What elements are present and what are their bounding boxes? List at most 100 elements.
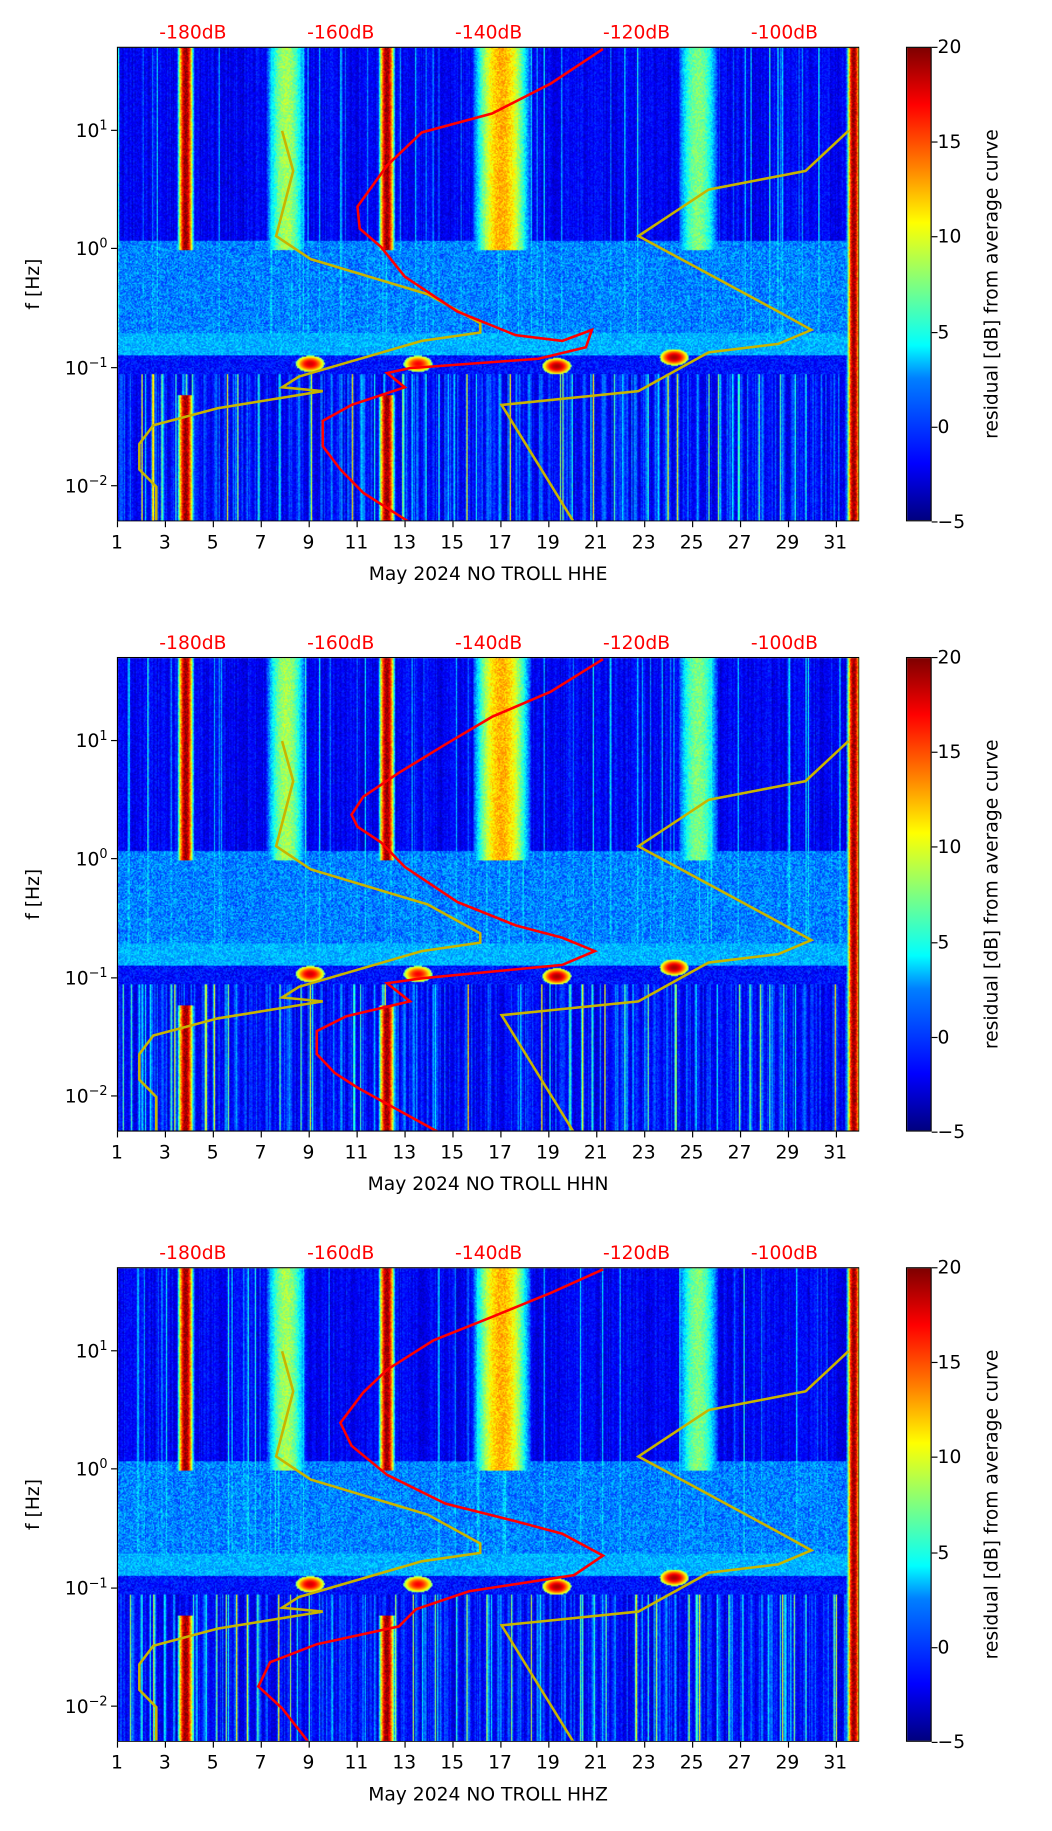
colorbar-label: residual [dB] from average curve bbox=[980, 1349, 1003, 1660]
y-tick bbox=[111, 129, 117, 131]
colorbar-tick-label: 0 bbox=[937, 1025, 950, 1048]
colorbar-tick bbox=[931, 1267, 938, 1269]
x-tick bbox=[452, 521, 454, 528]
y-tick-base: 10 bbox=[75, 238, 100, 261]
x-tick bbox=[116, 1131, 119, 1138]
x-tick bbox=[452, 1131, 454, 1138]
y-tick-exp: −2 bbox=[88, 1083, 108, 1100]
y-tick-label: 10−1 bbox=[65, 355, 108, 379]
y-tick bbox=[111, 366, 117, 369]
y-tick-exp: 0 bbox=[99, 846, 108, 862]
nhnm-curve bbox=[499, 1350, 850, 1741]
curves-overlay bbox=[138, 47, 850, 521]
psd-curve bbox=[321, 47, 604, 521]
colorbar-tick-label: 10 bbox=[937, 225, 962, 248]
colorbar-tick-label: 20 bbox=[937, 1256, 962, 1279]
curves-overlay bbox=[138, 658, 850, 1131]
x-tick-label: 1 bbox=[110, 530, 123, 553]
y-axis-label: f [Hz] bbox=[21, 258, 44, 310]
y-tick-exp: 0 bbox=[99, 1456, 108, 1473]
x-tick-label: 5 bbox=[206, 1140, 219, 1164]
x-tick-label: 31 bbox=[823, 530, 848, 553]
y-tick-exp: −1 bbox=[88, 965, 108, 981]
db-tick-label: -180dB bbox=[159, 1241, 227, 1264]
x-tick bbox=[164, 521, 166, 528]
y-tick-base: 10 bbox=[64, 1577, 89, 1600]
spectrogram-heatmap bbox=[118, 1268, 859, 1741]
y-tick-exp: 1 bbox=[99, 117, 108, 134]
x-tick bbox=[739, 1741, 741, 1748]
colorbar-tick-label: 15 bbox=[937, 1350, 962, 1374]
y-tick-label: 101 bbox=[76, 728, 108, 752]
x-tick bbox=[643, 521, 645, 528]
colorbar-label: residual [dB] from average curve bbox=[980, 129, 1003, 439]
x-tick bbox=[787, 1741, 789, 1748]
x-tick-label: 19 bbox=[536, 1751, 560, 1774]
x-tick bbox=[212, 521, 214, 528]
x-tick bbox=[787, 521, 789, 528]
x-tick-label: 27 bbox=[727, 1140, 752, 1164]
colorbar-tick-label: 15 bbox=[937, 740, 962, 763]
x-tick bbox=[595, 521, 597, 528]
x-tick-label: 31 bbox=[823, 1751, 848, 1774]
y-tick-base: 10 bbox=[75, 119, 100, 142]
x-tick bbox=[500, 521, 502, 528]
y-tick-exp: −1 bbox=[88, 1575, 108, 1591]
x-tick-label: 1 bbox=[110, 1751, 123, 1774]
x-tick bbox=[500, 1131, 502, 1138]
colorbar-tick bbox=[931, 751, 938, 754]
y-tick-base: 10 bbox=[75, 1458, 100, 1481]
x-tick bbox=[260, 521, 262, 528]
colorbar-tick-label: 0 bbox=[937, 1635, 950, 1658]
colorbar-tick bbox=[931, 46, 938, 48]
x-tick-label: 3 bbox=[158, 530, 171, 553]
x-tick-label: 27 bbox=[727, 1751, 752, 1774]
x-tick bbox=[164, 1131, 166, 1138]
db-tick-label: -100dB bbox=[750, 1241, 818, 1264]
x-tick-label: 11 bbox=[344, 1751, 369, 1774]
x-tick-label: 29 bbox=[775, 1140, 800, 1164]
nlnm-curve bbox=[138, 740, 482, 1131]
colorbar-tick bbox=[931, 141, 938, 143]
y-tick bbox=[111, 1468, 117, 1470]
x-tick-label: 7 bbox=[254, 1751, 267, 1774]
y-tick-base: 10 bbox=[64, 475, 89, 498]
x-tick-label: 23 bbox=[631, 1751, 656, 1774]
colorbar-tick-label: 15 bbox=[937, 130, 962, 153]
x-tick-label: 17 bbox=[488, 530, 512, 553]
x-tick-label: 25 bbox=[679, 1751, 704, 1774]
db-tick-label: -100dB bbox=[750, 631, 818, 654]
x-tick-label: 7 bbox=[254, 530, 267, 553]
x-tick-label: 27 bbox=[727, 530, 752, 553]
y-tick bbox=[111, 1587, 117, 1589]
colorbar-tick bbox=[931, 1131, 938, 1133]
colorbar-tick bbox=[931, 1646, 938, 1649]
y-tick-base: 10 bbox=[64, 966, 89, 990]
x-tick bbox=[404, 521, 406, 528]
y-tick-label: 101 bbox=[76, 118, 108, 142]
x-tick bbox=[691, 1131, 693, 1138]
spectrogram-heatmap bbox=[118, 47, 859, 521]
psd-curve bbox=[256, 1268, 606, 1741]
x-tick bbox=[164, 1741, 166, 1748]
x-tick-label: 5 bbox=[206, 530, 219, 553]
spectrogram-panel-3: -180dB -160dB -140dB -120dB -100dB 1 3 5 7 9 11 13 1… bbox=[0, 1220, 1052, 1830]
y-tick-label: 10−2 bbox=[65, 1694, 108, 1718]
x-tick-label: 23 bbox=[631, 1140, 656, 1164]
y-tick-base: 10 bbox=[75, 729, 100, 752]
y-axis-label: f [Hz] bbox=[21, 1478, 44, 1531]
colorbar-tick bbox=[931, 1362, 938, 1364]
x-tick bbox=[547, 521, 550, 528]
db-tick-label: -120dB bbox=[602, 631, 671, 654]
y-tick bbox=[111, 1706, 117, 1708]
colorbar-tick bbox=[931, 1551, 938, 1554]
y-axis-label: f [Hz] bbox=[21, 868, 44, 920]
spectrogram-plot bbox=[116, 46, 860, 522]
y-tick bbox=[111, 1350, 117, 1352]
x-tick bbox=[356, 1741, 358, 1748]
colorbar-tick-label: 5 bbox=[937, 1540, 950, 1564]
x-tick-label: 13 bbox=[392, 1140, 417, 1164]
y-tick bbox=[111, 248, 117, 250]
db-tick-label: -140dB bbox=[455, 21, 523, 44]
x-tick bbox=[835, 1131, 837, 1138]
